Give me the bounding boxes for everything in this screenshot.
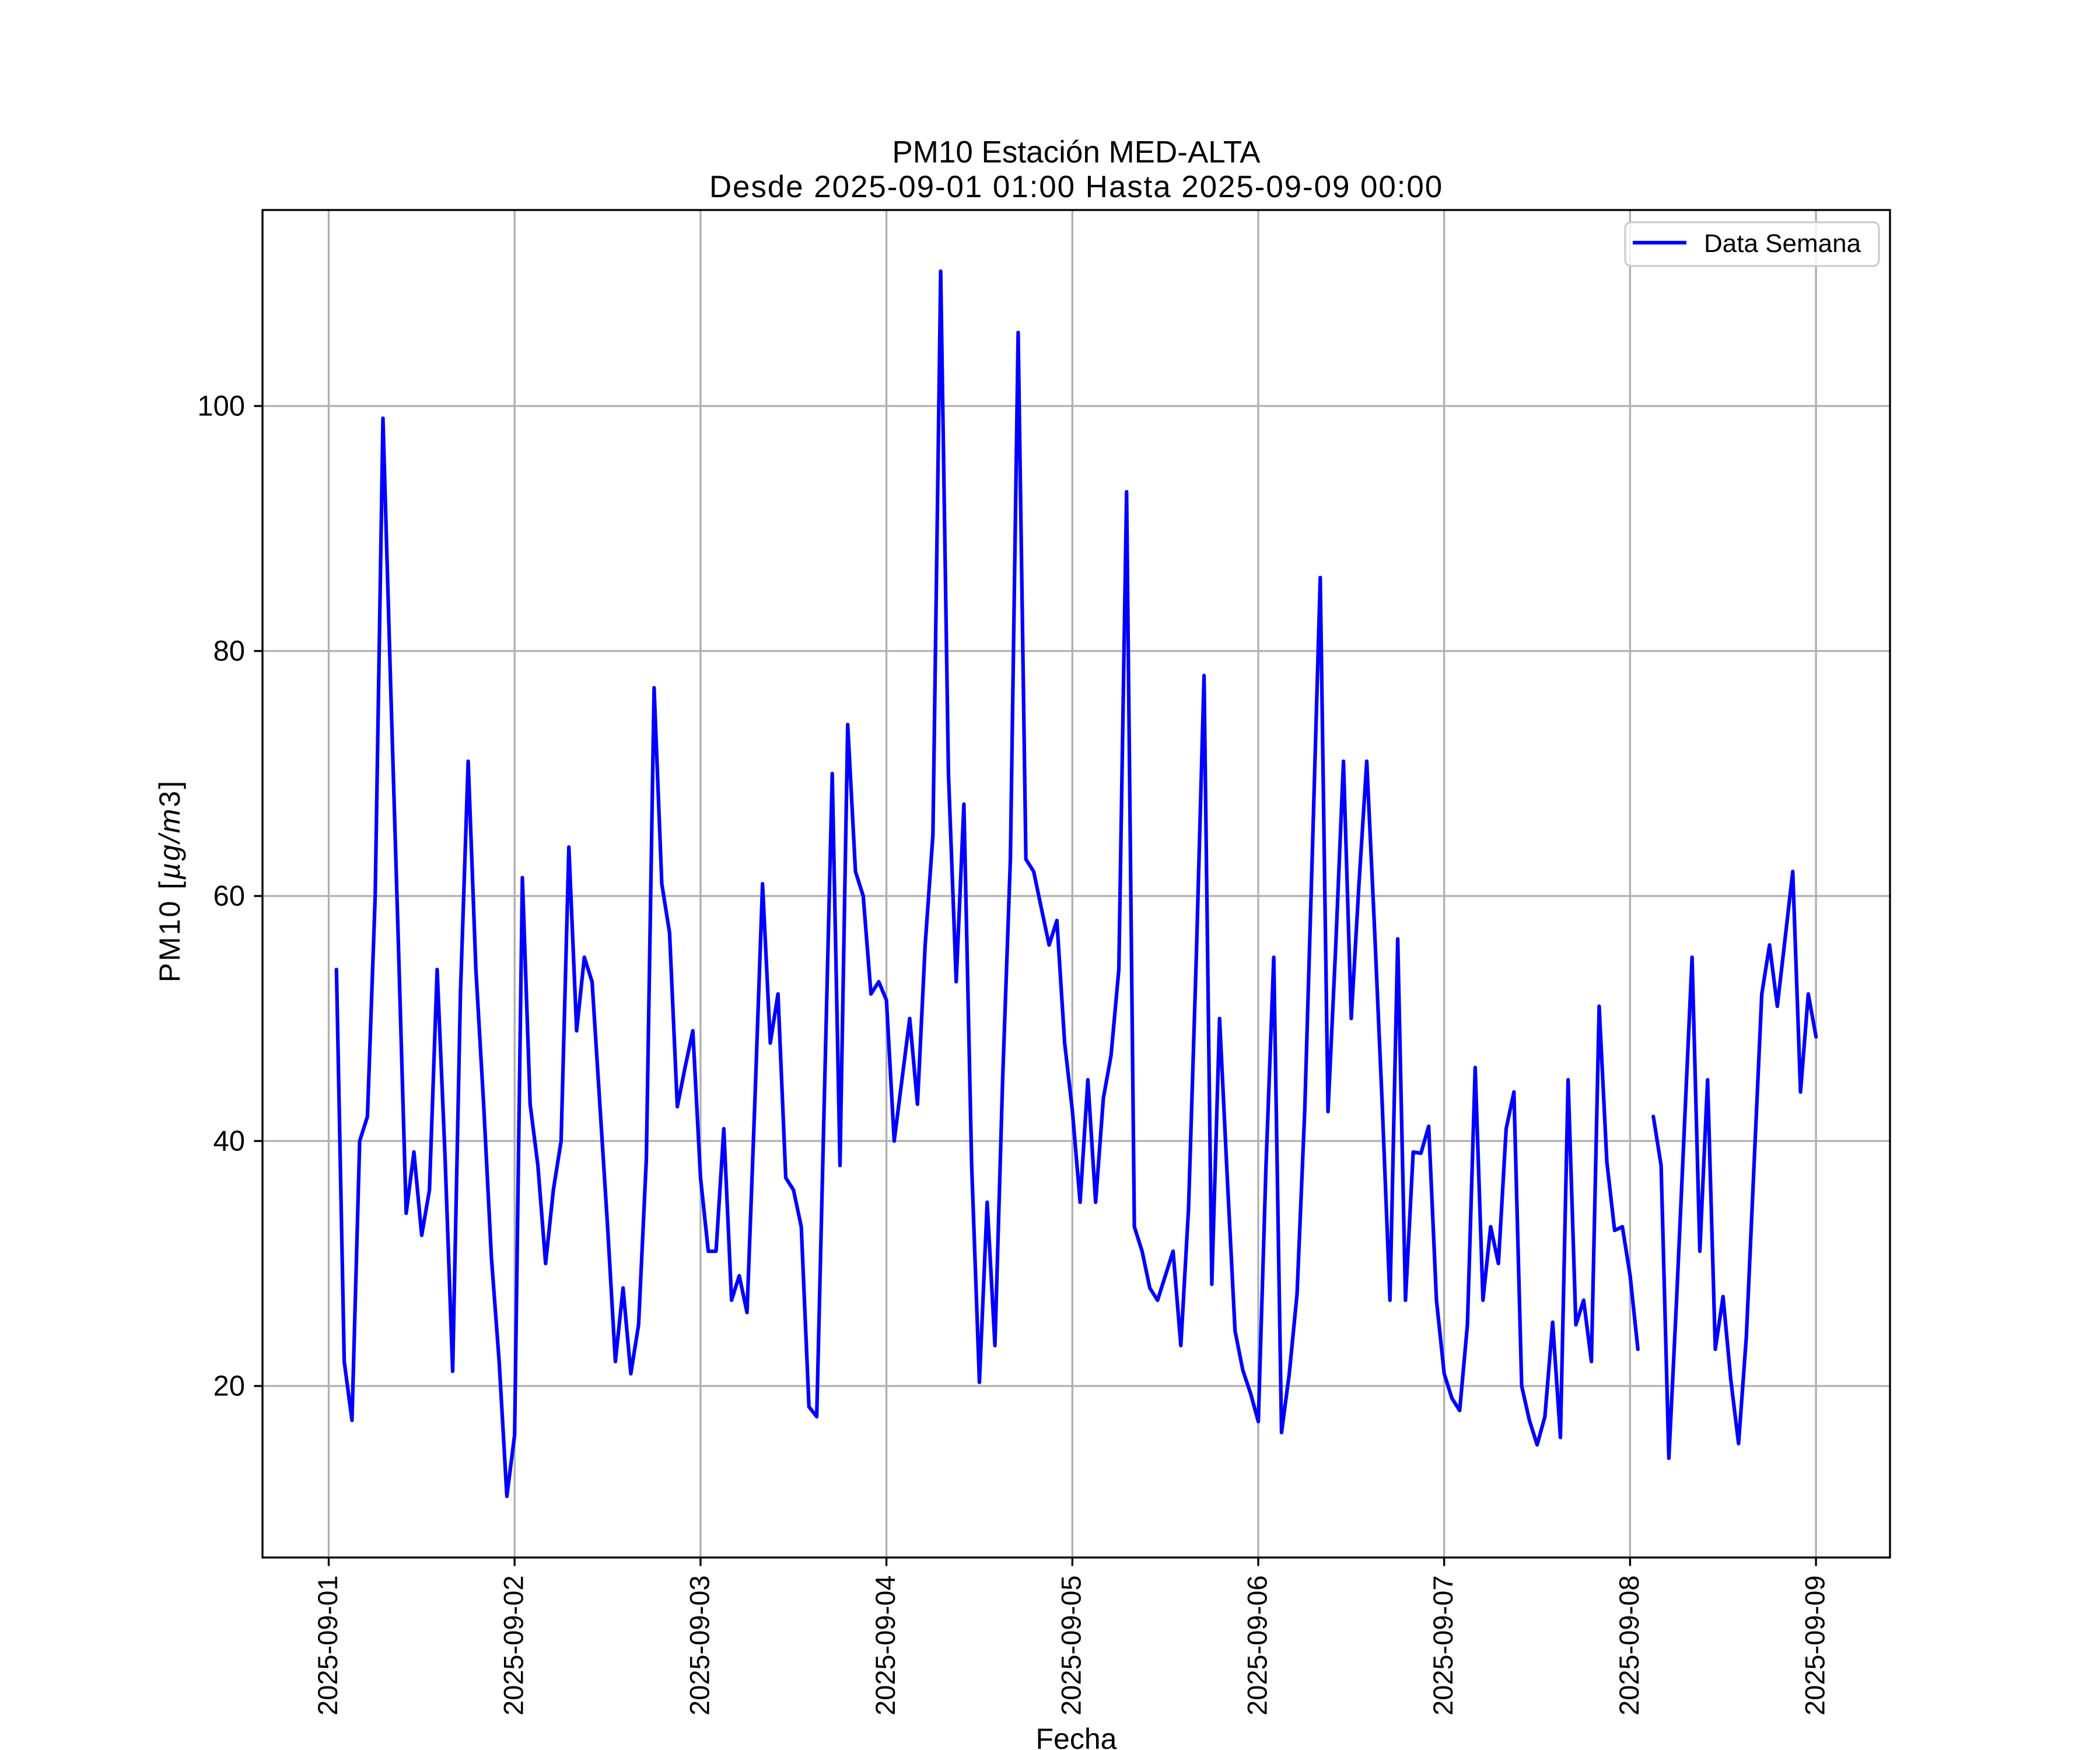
svg-text:40: 40 — [213, 1126, 245, 1157]
svg-text:80: 80 — [213, 636, 245, 667]
svg-text:2025-09-05: 2025-09-05 — [1056, 1576, 1087, 1716]
svg-text:2025-09-06: 2025-09-06 — [1241, 1576, 1272, 1716]
svg-text:2025-09-09: 2025-09-09 — [1800, 1576, 1831, 1716]
svg-text:Fecha: Fecha — [1036, 1723, 1117, 1750]
svg-text:2025-09-07: 2025-09-07 — [1427, 1576, 1458, 1716]
svg-text:2025-09-01: 2025-09-01 — [312, 1576, 343, 1716]
svg-text:100: 100 — [197, 391, 245, 422]
svg-text:2025-09-02: 2025-09-02 — [498, 1576, 529, 1716]
svg-text:Data Semana: Data Semana — [1704, 229, 1861, 258]
svg-text:2025-09-04: 2025-09-04 — [870, 1576, 901, 1716]
svg-text:Desde 2025-09-01 01:00 Hasta 2: Desde 2025-09-01 01:00 Hasta 2025-09-09 … — [709, 170, 1443, 204]
svg-text:PM10 Estación MED-ALTA: PM10 Estación MED-ALTA — [892, 135, 1261, 170]
svg-text:60: 60 — [213, 881, 245, 912]
svg-text:2025-09-03: 2025-09-03 — [684, 1576, 715, 1716]
svg-text:PM10 [µg/m3]: PM10 [µg/m3] — [153, 779, 186, 982]
svg-text:20: 20 — [213, 1371, 245, 1402]
svg-text:2025-09-08: 2025-09-08 — [1614, 1576, 1644, 1716]
